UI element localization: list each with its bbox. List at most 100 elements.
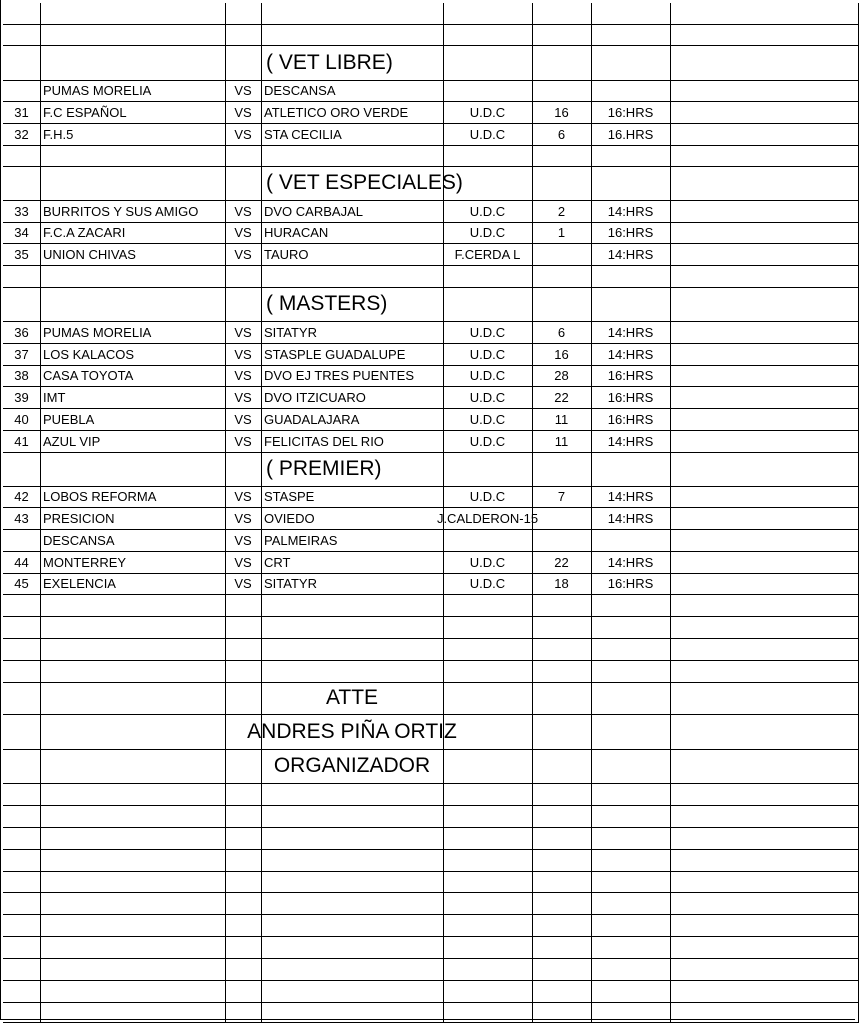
venue: U.D.C <box>469 411 506 427</box>
cell <box>3 805 41 828</box>
cell <box>532 3 592 25</box>
cell <box>443 616 533 639</box>
home: F.C.A ZACARI <box>43 225 126 240</box>
cell <box>261 486 444 508</box>
cell <box>443 892 533 915</box>
cell <box>261 430 444 453</box>
cell <box>40 529 226 552</box>
cell <box>40 551 226 574</box>
cell <box>532 24 592 46</box>
cell <box>591 101 671 124</box>
cell <box>532 573 592 595</box>
cell <box>225 3 262 25</box>
home: PUMAS MORELIA <box>43 324 152 340</box>
cell <box>40 45 226 81</box>
vs: VS <box>234 368 252 383</box>
cell <box>40 871 226 893</box>
venue: U.D.C <box>469 203 506 219</box>
cell <box>670 638 859 661</box>
cell <box>591 3 671 25</box>
cell <box>225 166 262 201</box>
section-title: ( VET ESPECIALES) <box>266 171 463 194</box>
cell <box>225 682 262 715</box>
cell <box>261 408 444 431</box>
cell <box>3 386 41 409</box>
score: 6 <box>557 126 566 142</box>
cell <box>443 430 533 453</box>
cell <box>443 123 533 146</box>
cell <box>670 1002 859 1023</box>
cell <box>261 682 444 715</box>
cell <box>591 166 671 201</box>
cell <box>591 749 671 784</box>
score: 1 <box>557 225 566 240</box>
cell <box>40 616 226 639</box>
cell <box>40 892 226 915</box>
score: 2 <box>557 203 566 219</box>
cell <box>532 222 592 244</box>
num: 37 <box>14 346 29 362</box>
cell <box>532 827 592 850</box>
cell <box>591 222 671 244</box>
cell <box>3 914 41 937</box>
cell <box>3 200 41 223</box>
cell <box>532 321 592 344</box>
cell <box>3 145 41 167</box>
cell <box>225 849 262 872</box>
cell <box>591 408 671 431</box>
time: 16.HRS <box>607 126 654 142</box>
cell <box>532 980 592 1003</box>
cell <box>3 24 41 46</box>
cell <box>261 936 444 959</box>
cell <box>3 507 41 530</box>
cell <box>261 827 444 850</box>
cell <box>261 783 444 806</box>
cell <box>670 849 859 872</box>
cell <box>443 243 533 266</box>
cell <box>443 166 533 201</box>
cell <box>670 749 859 784</box>
cell <box>3 123 41 146</box>
cell <box>532 80 592 102</box>
cell <box>225 783 262 806</box>
cell <box>40 222 226 244</box>
time: 14:HRS <box>607 324 654 340</box>
cell <box>670 80 859 102</box>
cell <box>532 616 592 639</box>
cell <box>261 849 444 872</box>
cell <box>225 80 262 102</box>
cell <box>532 45 592 81</box>
cell <box>225 871 262 893</box>
cell <box>40 408 226 431</box>
cell <box>3 3 41 25</box>
score: 18 <box>554 576 569 591</box>
time: 14:HRS <box>607 554 654 570</box>
away: DESCANSA <box>264 83 336 98</box>
home: F.H.5 <box>43 126 74 142</box>
cell <box>670 980 859 1003</box>
cell <box>443 386 533 409</box>
cell <box>670 222 859 244</box>
cell <box>40 101 226 124</box>
cell <box>670 452 859 487</box>
cell <box>225 265 262 288</box>
cell <box>3 529 41 552</box>
away: ATLETICO ORO VERDE <box>264 104 409 120</box>
cell <box>591 616 671 639</box>
time: 16:HRS <box>607 389 654 405</box>
cell <box>40 805 226 828</box>
cell <box>3 321 41 344</box>
away: DVO ITZICUARO <box>264 389 366 405</box>
time: 16:HRS <box>607 411 654 427</box>
venue: U.D.C <box>469 324 506 340</box>
cell <box>443 145 533 167</box>
cell <box>443 45 533 81</box>
vs: VS <box>234 411 252 427</box>
cell <box>670 3 859 25</box>
vs: VS <box>234 510 252 526</box>
venue: U.D.C <box>469 346 506 362</box>
time: 16:HRS <box>607 576 654 591</box>
cell <box>40 343 226 366</box>
cell <box>670 408 859 431</box>
